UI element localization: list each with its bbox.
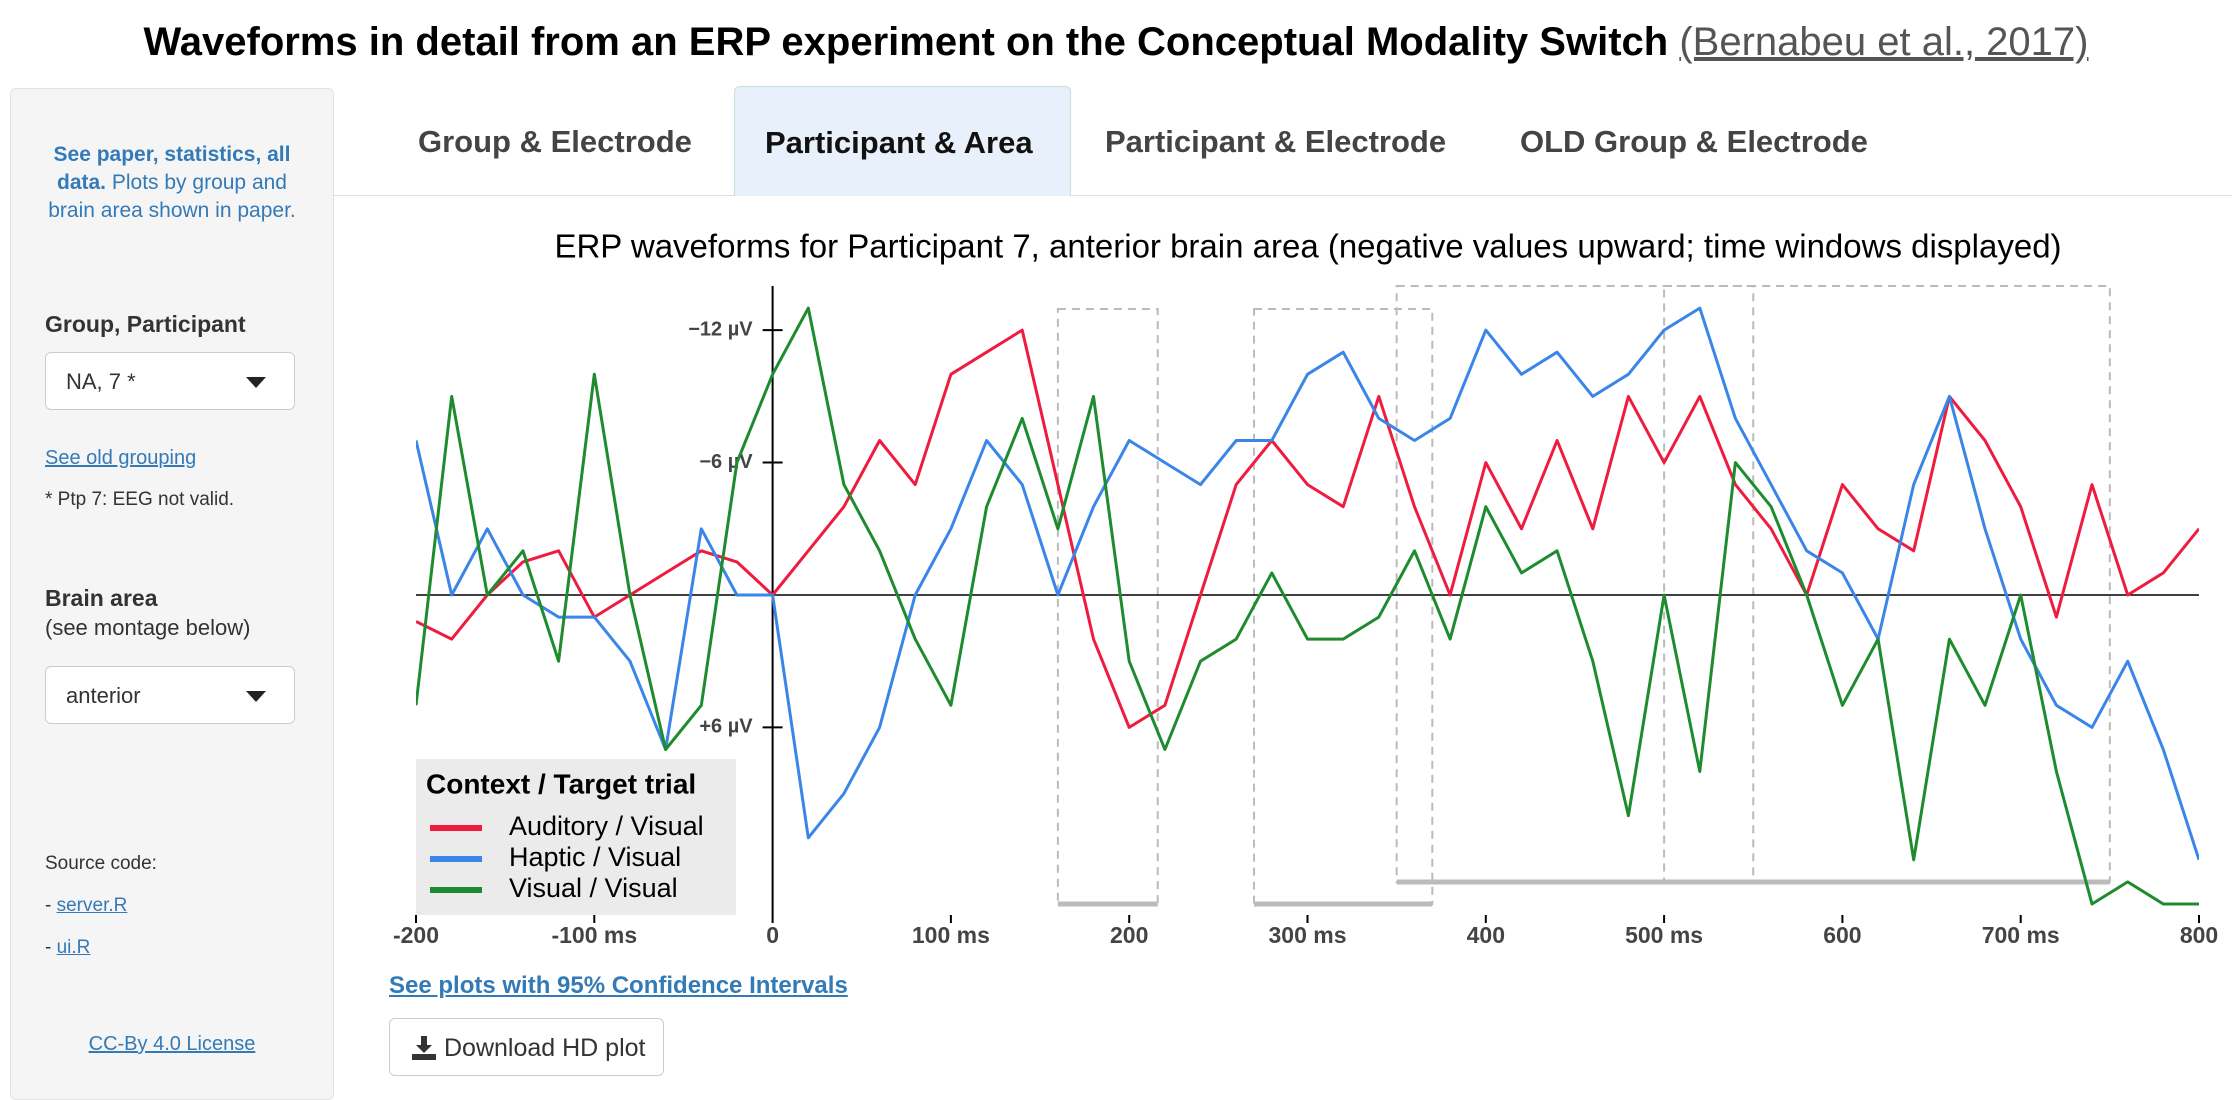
legend-title: Context / Target trial (426, 768, 696, 799)
source-item: - ui.R (45, 937, 90, 959)
download-button[interactable]: Download HD plot (389, 1018, 664, 1076)
chart: ERP waveforms for Participant 7, anterio… (393, 228, 2218, 948)
caret (246, 691, 266, 702)
source-link[interactable]: ui.R (56, 937, 91, 958)
caret (246, 377, 266, 388)
tab-border (334, 195, 2232, 196)
note: * Ptp 7: EEG not valid. (45, 489, 235, 510)
group-value: NA, 7 * (66, 369, 136, 394)
group-select[interactable]: NA, 7 * (45, 352, 295, 410)
x-tick-label: 800 (2180, 922, 2218, 948)
source-label: Source code: (45, 853, 157, 874)
tab[interactable]: OLD Group & Electrode (1520, 124, 1868, 159)
legend-label: Visual / Visual (509, 873, 678, 903)
area-select[interactable]: anterior (45, 666, 295, 724)
x-tick-label: -100 ms (551, 922, 637, 948)
bullet: - (45, 895, 52, 916)
x-tick-label: 700 ms (1982, 922, 2060, 948)
x-tick-label: 200 (1110, 922, 1148, 948)
bullet: - (45, 937, 52, 958)
area-value: anterior (66, 683, 141, 708)
area-hint: (see montage below) (45, 615, 251, 640)
series-line (416, 328, 2199, 729)
chart-title: ERP waveforms for Participant 7, anterio… (554, 228, 2061, 265)
source-link[interactable]: server.R (56, 895, 128, 916)
area-label: Brain area (45, 585, 158, 611)
y-tick-label: −6 µV (699, 451, 753, 473)
intro-text: Plots by group and brain area shown in p… (48, 171, 296, 222)
x-tick-label: 100 ms (912, 922, 990, 948)
x-tick-label: 300 ms (1268, 922, 1346, 948)
series-line (416, 306, 2199, 906)
tab[interactable]: Participant & Electrode (1105, 124, 1447, 159)
group-label: Group, Participant (45, 311, 246, 337)
citation-link[interactable]: (Bernabeu et al., 2017) (1679, 20, 2089, 64)
tab[interactable]: Group & Electrode (418, 124, 692, 159)
button-label: Download HD plot (444, 1034, 646, 1062)
download-icon (412, 1036, 436, 1060)
y-tick-label: −12 µV (688, 318, 753, 340)
time-window (1056, 308, 1159, 905)
x-tick-label: -200 (393, 922, 439, 948)
old-grouping-link[interactable]: See old grouping (45, 447, 197, 469)
intro-link[interactable]: See paper, statistics, all data. (53, 143, 291, 194)
title-text: Waveforms in detail from an ERP experime… (143, 20, 1669, 64)
legend-label: Haptic / Visual (509, 842, 681, 872)
legend-label: Auditory / Visual (509, 811, 704, 841)
y-tick-label: +6 µV (699, 716, 753, 738)
time-window (1663, 285, 2111, 883)
x-tick-label: 0 (766, 922, 779, 948)
x-tick-label: 500 ms (1625, 922, 1703, 948)
ci-link[interactable]: See plots with 95% Confidence Intervals (389, 972, 848, 999)
series-line (416, 306, 2199, 861)
intro: See paper, statistics, all data. Plots b… (31, 141, 313, 225)
license-link[interactable]: CC-By 4.0 License (88, 1033, 256, 1055)
x-tick-label: 400 (1467, 922, 1505, 948)
time-window (1253, 308, 1434, 905)
sidebar: See paper, statistics, all data. Plots b… (10, 88, 334, 1100)
plot-area (416, 306, 2199, 906)
source-item: - server.R (45, 895, 127, 917)
tab-active[interactable]: Participant & Area (734, 86, 1071, 196)
page-title: Waveforms in detail from an ERP experime… (0, 20, 2232, 65)
x-tick-label: 600 (1823, 922, 1861, 948)
